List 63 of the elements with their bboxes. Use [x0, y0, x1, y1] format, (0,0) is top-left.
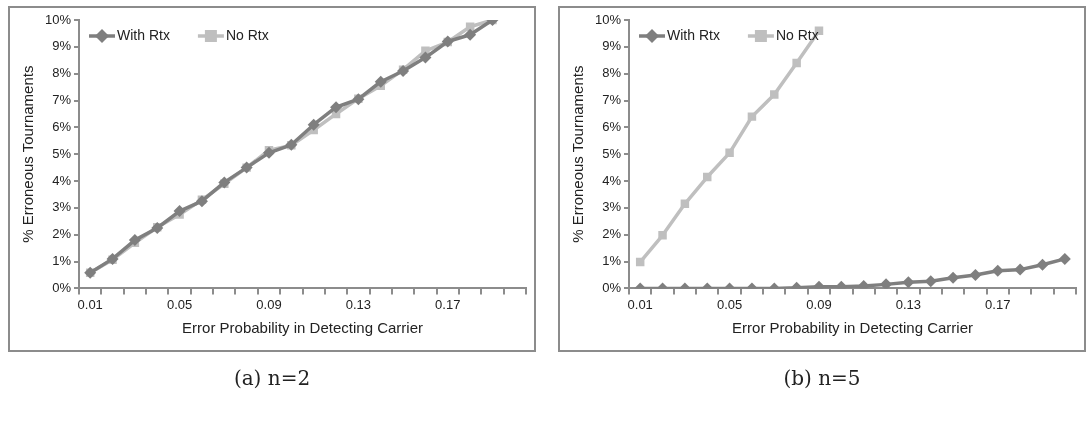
legend-label: No Rtx [225, 26, 269, 43]
point [991, 264, 1004, 277]
x-tick-label: 0.13 [345, 296, 372, 312]
x-tick-label: 0.17 [435, 296, 461, 312]
point [419, 51, 432, 64]
y-tick-label: 3% [52, 199, 72, 215]
y-tick-label: 9% [602, 38, 622, 54]
point [969, 268, 982, 281]
text: (b) n=5 [782, 366, 862, 390]
point [770, 90, 779, 99]
y-tick-label: 1% [52, 253, 72, 269]
point [947, 271, 960, 284]
legend-label: With Rtx [667, 26, 720, 43]
point [128, 234, 141, 247]
point [792, 58, 801, 68]
x-tick-label: 0.09 [256, 296, 282, 312]
point [374, 75, 387, 88]
y-tick-label: 10% [44, 11, 72, 27]
point [1058, 252, 1071, 265]
y-tick-label: 7% [602, 92, 622, 108]
point [902, 276, 915, 289]
y-tick-label: 9% [52, 38, 72, 54]
legend-label: No Rtx [775, 26, 819, 43]
x-axis-title: Error Probability in Detecting Carrier [182, 319, 423, 337]
point [465, 22, 475, 31]
text: (a) n=2 [232, 366, 312, 390]
point [307, 118, 320, 131]
y-tick-label: 4% [52, 172, 72, 188]
x-tick-label: 0.01 [77, 296, 103, 312]
point [658, 231, 667, 240]
y-tick-label: 0% [52, 279, 72, 295]
y-tick-label: 3% [602, 199, 622, 215]
point [173, 205, 186, 218]
y-tick-label: 8% [52, 65, 72, 81]
point [262, 146, 275, 159]
x-tick-label: 0.05 [166, 296, 193, 312]
point [725, 148, 734, 158]
y-tick-label: 1% [602, 253, 622, 269]
point [464, 28, 477, 41]
y-tick-label: 0% [602, 279, 622, 295]
point [1014, 263, 1027, 276]
y-tick-label: 8% [602, 65, 622, 81]
y-tick-label: 7% [52, 92, 72, 108]
y-axis-title: % Erroneous Tournaments [569, 65, 587, 243]
y-tick-label: 6% [52, 118, 72, 134]
y-tick-label: 2% [602, 226, 622, 242]
x-tick-label: 0.05 [716, 296, 743, 312]
x-tick-label: 0.13 [895, 296, 922, 312]
x-tick-label: 0.01 [627, 296, 653, 312]
y-tick-label: 10% [594, 11, 622, 27]
y-tick-label: 5% [602, 145, 622, 161]
point [747, 112, 757, 121]
x-tick-label: 0.17 [985, 296, 1011, 312]
y-tick-label: 6% [602, 118, 622, 134]
legend-label: With Rtx [117, 26, 170, 43]
point [1036, 258, 1049, 271]
y-tick-label: 4% [602, 172, 622, 188]
x-axis-title: Error Probability in Detecting Carrier [732, 319, 973, 337]
point [330, 101, 343, 114]
y-axis-title: % Erroneous Tournaments [19, 65, 37, 243]
x-tick-label: 0.09 [806, 296, 832, 312]
y-tick-label: 5% [52, 145, 72, 161]
y-tick-label: 2% [52, 226, 72, 242]
